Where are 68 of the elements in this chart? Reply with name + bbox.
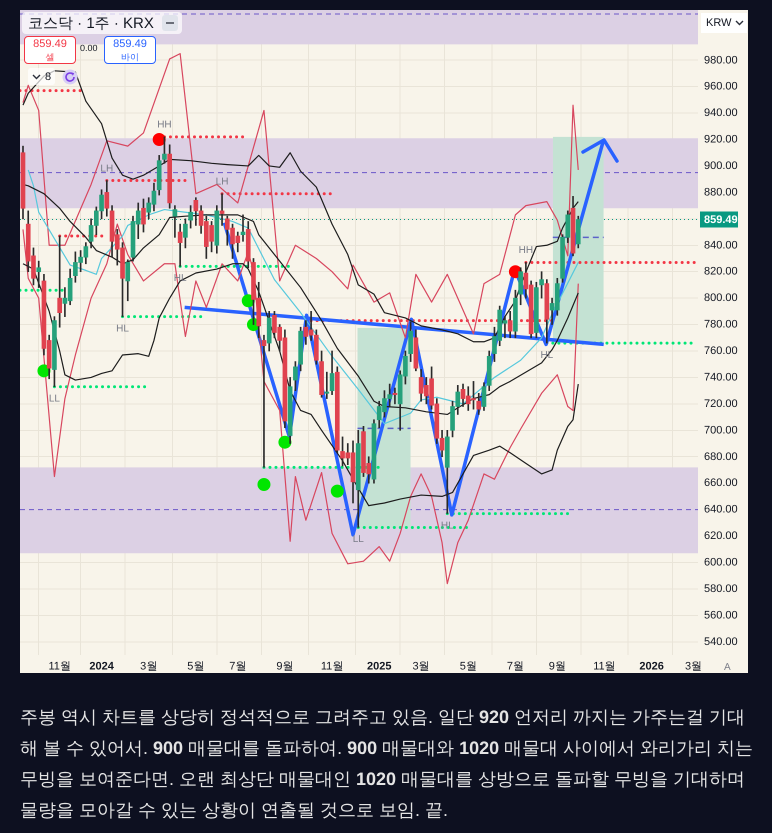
- buy-button: 859.49 바이: [104, 36, 156, 64]
- x-tick-label: 11월: [593, 660, 616, 673]
- x-tick-label: 9월: [276, 660, 294, 673]
- y-tick-label: 580.00: [704, 582, 738, 595]
- annotation: 0.00: [80, 43, 98, 53]
- sell-button: 859.49 셀: [24, 36, 76, 64]
- annotation: HH: [518, 245, 534, 256]
- annotation: LH: [100, 163, 114, 174]
- point: [257, 478, 270, 491]
- chart-title: 코스닥 · 1주 · KRX: [28, 14, 154, 32]
- y-tick-label: 680.00: [704, 450, 738, 463]
- y-tick-label: 820.00: [704, 266, 738, 278]
- y-tick-label: 720.00: [704, 398, 738, 410]
- y-tick-label: 700.00: [704, 424, 738, 436]
- y-tick-label: 840.00: [704, 239, 738, 252]
- y-tick-label: 940.00: [704, 107, 738, 120]
- y-tick-label: 620.00: [704, 530, 738, 542]
- y-tick-label: 740.00: [704, 371, 738, 384]
- point: [152, 133, 166, 146]
- text: A: [724, 662, 731, 673]
- x-tick-label: 7월: [506, 660, 524, 673]
- x-tick-label: 9월: [548, 660, 566, 673]
- x-tick-label: 3월: [684, 660, 702, 673]
- annotation: LL: [352, 534, 364, 546]
- annotation: 859.49: [112, 38, 148, 50]
- y-tick-label: 900.00: [704, 160, 738, 172]
- x-tick-label: 11월: [320, 660, 344, 673]
- x-tick-label: 2025: [366, 660, 392, 673]
- y-tick-label: 920.00: [704, 134, 738, 146]
- currency-dropdown: KRW: [701, 13, 747, 33]
- point: [278, 436, 292, 449]
- candlestick: [162, 136, 167, 164]
- candlestick: [220, 193, 224, 226]
- indicator-toggle: 8: [28, 68, 56, 85]
- x-tick-label: 2024: [89, 660, 115, 673]
- annotation: HH: [157, 120, 172, 131]
- candlestick: [392, 388, 398, 404]
- x-tick-label: 3월: [412, 660, 430, 673]
- x-tick-label: 5월: [187, 660, 204, 673]
- annotation: HL: [440, 520, 454, 532]
- x-tick-label: 5월: [460, 660, 477, 673]
- x-tick-label: 2026: [639, 660, 664, 673]
- y-tick-label: 540.00: [704, 636, 738, 648]
- y-tick-label: 880.00: [704, 186, 738, 198]
- annotation: 셀: [44, 51, 56, 63]
- y-tick-label: 660.00: [704, 477, 738, 490]
- y-tick-label: 760.00: [704, 345, 738, 358]
- x-tick-label: 3월: [140, 660, 158, 673]
- y-tick-label: 800.00: [704, 292, 738, 304]
- annotation: HL: [116, 323, 130, 334]
- annotation: 859.49: [32, 38, 68, 50]
- y-tick-label: 780.00: [704, 318, 738, 331]
- annotation: LL: [48, 393, 60, 404]
- ref-line-label: 859.49: [704, 214, 738, 226]
- annotation: 바이: [120, 51, 140, 63]
- candlestick: [240, 214, 246, 242]
- y-tick-label: 560.00: [704, 609, 738, 622]
- x-tick-label: 11월: [48, 660, 71, 673]
- candlestick: [262, 334, 266, 468]
- y-tick-label: 640.00: [704, 504, 738, 516]
- annotation: 8: [45, 70, 52, 82]
- y-tick-label: 980.00: [704, 54, 738, 66]
- y-tick-label: 960.00: [704, 80, 738, 93]
- annotation: LH: [216, 176, 228, 188]
- y-tick-label: 600.00: [704, 556, 738, 569]
- point: [330, 484, 344, 498]
- x-tick-label: 7월: [229, 660, 246, 673]
- text: 주봉 역시 차트를 상당히 정석적으로 그려주고 있음. 일단 920 언저리 까지는 가주는걸 기대해 볼 수 있어서. 900 매물대를 돌파하여. 900 매물대와 1020 매물대 사이에서 와리가리 치는 무빙을 보여준다면. 오랜 최상단 매물대인 1020 매물대를 상방으로 돌파할 무빙을 기대하며 물량을 모아갈 수 있는 상황이 연출될 것으로 보임. 끝.: [20, 707, 754, 820]
